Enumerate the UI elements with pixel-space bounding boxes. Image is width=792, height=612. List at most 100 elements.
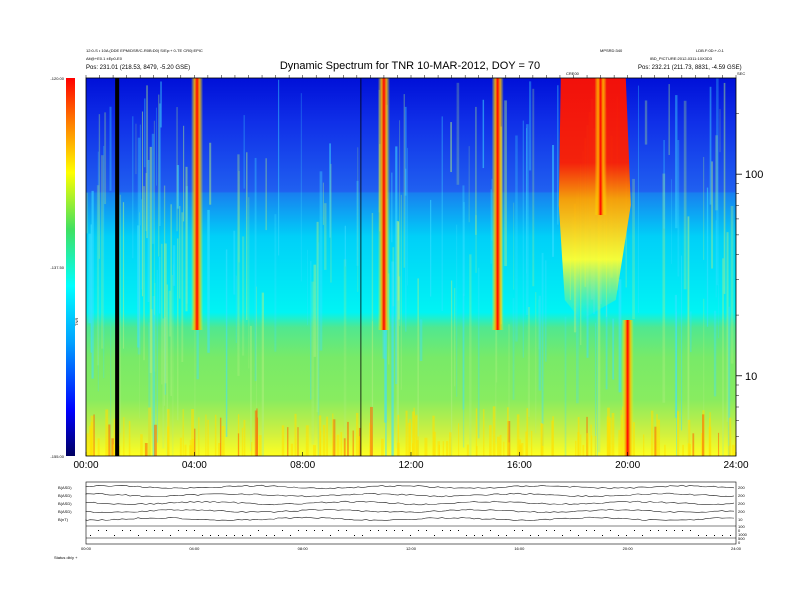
header-left-line1: 12:0-S • 10A (DDE EPM/DSR/C-R0B:D0) S/Ep…	[86, 48, 203, 53]
y-tick-label: 10	[745, 371, 757, 383]
housekeeping-dot	[474, 535, 475, 536]
texture-streak	[512, 298, 515, 400]
housekeeping-dot	[306, 530, 307, 531]
texture-spike	[412, 443, 414, 456]
texture-streak	[632, 178, 635, 320]
texture-spike	[305, 425, 309, 456]
texture-spike	[458, 423, 460, 456]
texture-spike	[409, 419, 411, 456]
texture-streak	[683, 100, 687, 290]
texture-streak	[194, 288, 196, 456]
header-right-position: Pos: 232.21 (211.73, 8831, -4.59 GSE)	[638, 65, 742, 71]
housekeeping-row-label: B(nT)	[58, 517, 69, 522]
texture-spike	[575, 440, 577, 456]
housekeeping-dot	[618, 535, 619, 536]
texture-streak	[242, 236, 245, 356]
texture-streak	[535, 292, 537, 434]
texture-streak	[718, 284, 719, 339]
housekeeping-dot	[586, 530, 587, 531]
texture-spike	[416, 440, 419, 456]
housekeeping-dot	[714, 535, 715, 536]
texture-spike	[586, 433, 589, 456]
housekeeping-trace	[85, 484, 735, 490]
housekeeping-dot	[290, 535, 291, 536]
texture-streak	[597, 214, 601, 453]
housekeeping-dot	[450, 530, 451, 531]
texture-spike	[148, 407, 151, 456]
texture-streak	[709, 86, 712, 205]
housekeeping-footer-label: Status db/y +	[54, 555, 78, 560]
housekeeping-row-right-label: 200	[738, 493, 745, 498]
texture-spike	[184, 444, 187, 456]
texture-spike	[154, 424, 157, 456]
y-tick-label: 100	[745, 169, 763, 181]
texture-spike	[449, 432, 452, 456]
texture-spike	[111, 438, 115, 456]
texture-streak	[468, 146, 470, 223]
texture-spike	[179, 437, 182, 456]
texture-spike	[343, 438, 346, 456]
texture-streak	[181, 212, 184, 362]
texture-spike	[692, 433, 695, 456]
texture-streak	[139, 212, 140, 419]
texture-streak	[235, 275, 237, 343]
texture-streak	[711, 161, 714, 269]
texture-streak	[538, 295, 541, 391]
housekeeping-dot	[634, 530, 635, 531]
texture-streak	[245, 152, 248, 320]
texture-spike	[591, 435, 593, 456]
texture-streak	[149, 146, 152, 373]
texture-streak	[525, 128, 527, 274]
texture-streak	[552, 144, 555, 257]
texture-streak	[171, 275, 173, 456]
texture-streak	[391, 315, 393, 456]
texture-streak	[145, 173, 148, 232]
housekeeping-dot	[370, 530, 371, 531]
texture-spike	[256, 417, 259, 456]
x-tick-label: 08:00	[290, 460, 315, 471]
texture-spike	[198, 417, 200, 456]
texture-streak	[153, 120, 155, 315]
spectrogram-features	[115, 78, 362, 456]
texture-spike	[728, 417, 732, 456]
texture-spike	[507, 442, 510, 456]
spectrogram	[86, 78, 736, 456]
housekeeping-dot	[242, 535, 243, 536]
texture-spike	[123, 417, 125, 456]
housekeeping-dot	[378, 530, 379, 531]
housekeeping-trace	[85, 500, 735, 506]
housekeeping-dot	[258, 530, 259, 531]
texture-streak	[344, 225, 346, 267]
header-right-top1: MPSRD:340	[600, 48, 623, 53]
texture-streak	[90, 224, 92, 353]
housekeeping-right-extra: 0	[738, 528, 741, 533]
housekeeping-x-tick-label: 12:00	[406, 546, 417, 551]
texture-spike	[332, 413, 334, 456]
housekeeping-dot	[122, 530, 123, 531]
texture-streak	[396, 221, 400, 449]
housekeeping-trace	[85, 492, 735, 498]
texture-spike	[466, 444, 469, 456]
housekeeping-dot	[562, 535, 563, 536]
texture-spike	[525, 431, 528, 456]
housekeeping-row-label: B(ASD)	[58, 485, 72, 490]
housekeeping-x-tick-label: 20:00	[623, 546, 634, 551]
texture-streak	[357, 147, 359, 292]
texture-spike	[90, 422, 93, 456]
texture-streak	[160, 81, 162, 128]
housekeeping-dot	[338, 530, 339, 531]
texture-spike	[492, 406, 496, 456]
texture-streak	[668, 84, 670, 155]
texture-spike	[340, 432, 343, 456]
housekeeping-dot	[234, 535, 235, 536]
texture-spike	[243, 419, 246, 456]
housekeeping-dot	[98, 530, 99, 531]
housekeeping-dot	[274, 535, 275, 536]
texture-streak	[278, 79, 280, 256]
texture-spike	[128, 421, 131, 456]
texture-spike	[611, 412, 615, 456]
texture-streak	[675, 95, 678, 229]
housekeeping-dot	[530, 535, 531, 536]
texture-spike	[356, 412, 359, 456]
texture-spike	[489, 425, 492, 456]
